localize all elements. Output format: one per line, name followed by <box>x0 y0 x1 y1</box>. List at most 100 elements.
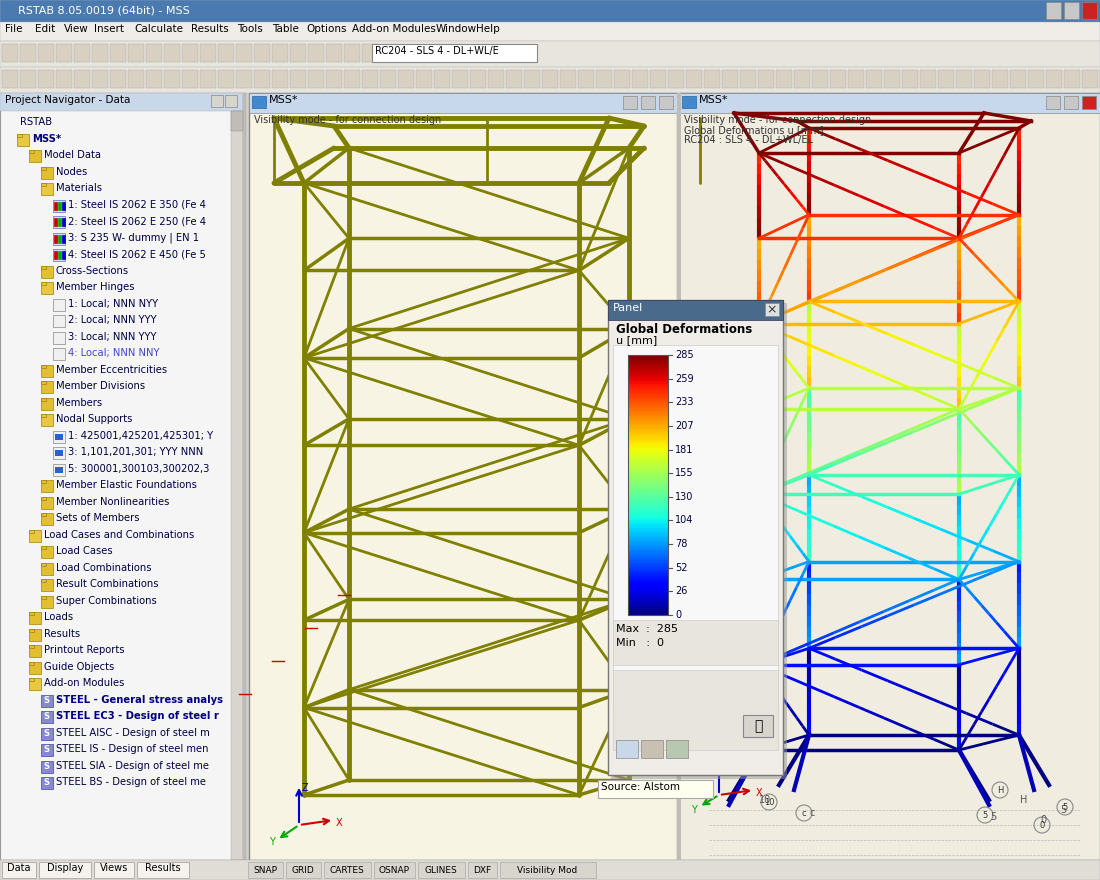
Bar <box>628 364 668 366</box>
Bar <box>41 777 53 789</box>
Bar <box>628 579 668 581</box>
Text: Visibility mode - for connection design: Visibility mode - for connection design <box>254 115 441 125</box>
Bar <box>628 360 668 362</box>
Bar <box>628 555 668 557</box>
Bar <box>200 44 216 62</box>
Text: Z: Z <box>720 753 727 763</box>
Bar <box>29 645 41 657</box>
Text: 4: Steel IS 2062 E 450 (Fe 5: 4: Steel IS 2062 E 450 (Fe 5 <box>68 249 206 259</box>
Bar <box>628 466 668 467</box>
Bar <box>110 44 126 62</box>
Bar <box>628 368 668 370</box>
Bar <box>764 303 779 316</box>
Bar <box>628 496 668 498</box>
Bar <box>776 70 792 88</box>
Bar <box>628 515 668 517</box>
Text: 52: 52 <box>675 562 688 573</box>
Bar <box>628 417 668 419</box>
Text: Panel: Panel <box>613 303 644 313</box>
Bar <box>628 355 668 356</box>
Bar <box>628 370 668 371</box>
Bar <box>628 398 668 400</box>
Text: Add-on Modules: Add-on Modules <box>44 678 124 688</box>
Bar <box>628 378 668 379</box>
Bar <box>628 382 668 384</box>
Bar <box>628 551 668 554</box>
Text: 0: 0 <box>1040 815 1046 825</box>
Bar <box>628 441 668 443</box>
Bar <box>628 367 668 369</box>
Bar <box>29 678 34 681</box>
Bar <box>374 862 415 878</box>
Text: 26: 26 <box>675 586 688 597</box>
Bar <box>628 532 668 533</box>
Bar <box>1046 96 1060 109</box>
Bar <box>628 357 668 359</box>
Text: 3: S 235 W- dummy | EN 1: 3: S 235 W- dummy | EN 1 <box>68 232 199 243</box>
Text: 5: 5 <box>990 812 997 822</box>
Text: Views: Views <box>100 863 128 873</box>
Bar <box>41 562 53 575</box>
Text: 259: 259 <box>675 374 694 384</box>
Text: 4: Local; NNN NNY: 4: Local; NNN NNY <box>68 348 160 358</box>
Bar <box>54 234 57 243</box>
Bar <box>308 44 324 62</box>
Bar <box>94 862 134 878</box>
Bar <box>628 447 668 449</box>
Bar <box>55 450 63 456</box>
Bar <box>628 520 668 522</box>
Bar <box>290 44 306 62</box>
Bar <box>628 591 668 593</box>
Bar <box>641 96 654 109</box>
Bar <box>628 599 668 601</box>
Bar <box>628 575 668 576</box>
Text: 10: 10 <box>759 795 771 805</box>
Bar <box>616 740 638 758</box>
Bar <box>41 266 46 268</box>
Bar <box>740 70 756 88</box>
Bar <box>628 454 668 456</box>
Bar <box>218 44 234 62</box>
Bar <box>211 95 223 107</box>
Bar <box>632 70 648 88</box>
Bar <box>628 511 668 513</box>
Bar <box>628 605 668 606</box>
Bar <box>628 484 668 486</box>
Bar <box>146 44 162 62</box>
Text: Members: Members <box>56 398 102 407</box>
Bar <box>628 384 668 385</box>
Text: S: S <box>43 729 50 737</box>
Bar <box>628 607 668 609</box>
Bar <box>628 583 668 585</box>
Bar <box>614 70 630 88</box>
Bar <box>668 70 684 88</box>
Bar <box>53 200 65 211</box>
Bar <box>418 862 465 878</box>
Bar <box>41 562 46 566</box>
Bar <box>628 558 668 560</box>
Text: Nodal Supports: Nodal Supports <box>56 414 132 424</box>
Text: Y: Y <box>270 837 275 847</box>
Bar <box>628 588 668 590</box>
Bar <box>628 577 668 579</box>
Bar <box>29 612 41 624</box>
Bar <box>628 469 668 471</box>
Bar <box>628 596 668 598</box>
Bar <box>596 70 612 88</box>
Bar <box>722 70 738 88</box>
Bar <box>628 601 668 603</box>
Bar <box>704 70 720 88</box>
Text: Member Hinges: Member Hinges <box>56 282 134 292</box>
Text: 2: Local; NNN YYY: 2: Local; NNN YYY <box>68 315 156 325</box>
Bar <box>542 70 558 88</box>
Bar <box>628 537 668 539</box>
Text: Visibility Mod: Visibility Mod <box>517 866 578 875</box>
Bar <box>2 44 18 62</box>
Bar <box>254 44 270 62</box>
Bar <box>628 598 668 600</box>
Bar <box>650 70 666 88</box>
Text: Nodes: Nodes <box>56 166 87 177</box>
Text: 0: 0 <box>1040 820 1045 830</box>
Text: Calculate: Calculate <box>134 24 184 34</box>
Bar <box>628 376 668 378</box>
